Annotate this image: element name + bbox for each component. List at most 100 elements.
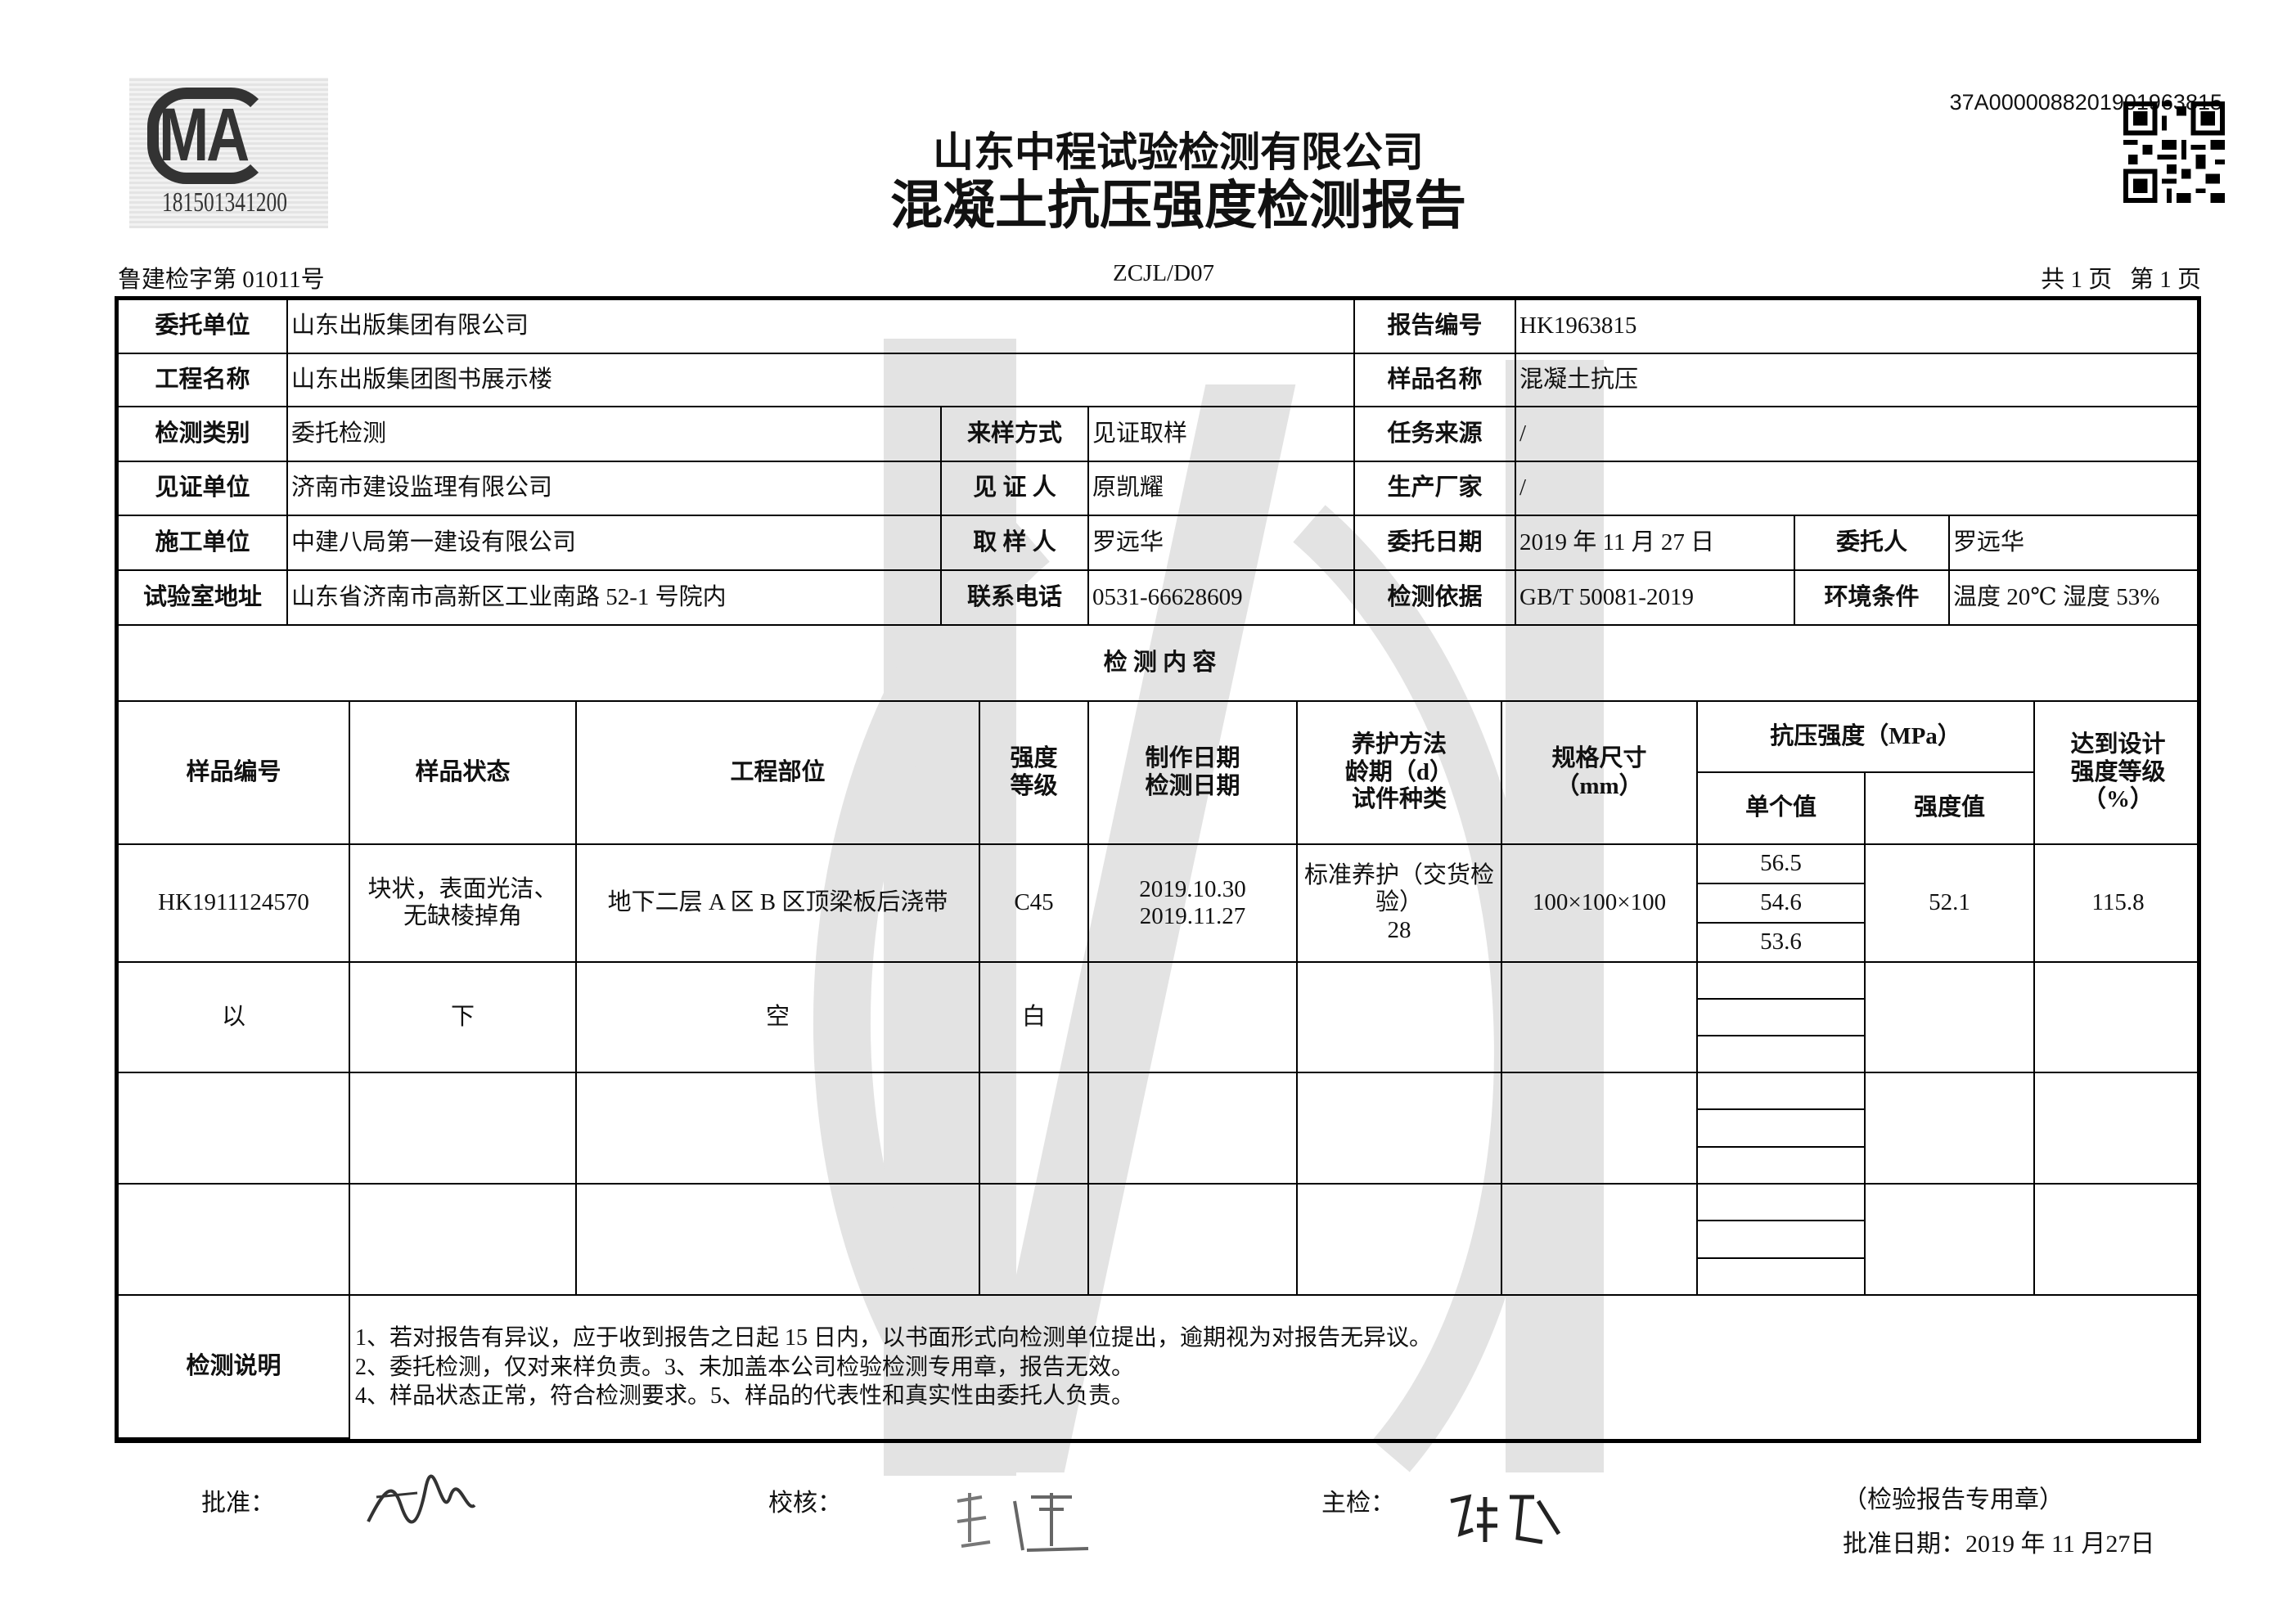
sample-name-value: 混凝土抗压 bbox=[1516, 354, 2201, 407]
empty-cell bbox=[1866, 1185, 2035, 1296]
form-code: ZCJL/D07 bbox=[1113, 260, 1215, 286]
sample-dates: 2019.10.30 2019.11.27 bbox=[1089, 845, 1298, 963]
column-header-dates: 制作日期 检测日期 bbox=[1089, 702, 1298, 845]
report-title: 混凝土抗压强度检测报告 bbox=[890, 176, 1466, 236]
entruster-value: 罗远华 bbox=[1950, 516, 2201, 571]
client-value: 山东出版集团有限公司 bbox=[288, 300, 1355, 354]
empty-cell bbox=[1866, 1073, 2035, 1185]
column-header-percent: 达到设计 强度等级 （%） bbox=[2035, 702, 2201, 845]
empty-single-cell bbox=[1698, 1258, 1866, 1296]
project-label: 工程名称 bbox=[119, 354, 288, 407]
report-no-value: HK1963815 bbox=[1516, 300, 2201, 354]
lab-address-value: 山东省济南市高新区工业南路 52-1 号院内 bbox=[288, 571, 942, 626]
entrust-date-value: 2019 年 11 月 27 日 bbox=[1516, 516, 1795, 571]
sample-curing: 标准养护（交货检 验） 28 bbox=[1298, 845, 1502, 963]
column-header-sample-state: 样品状态 bbox=[350, 702, 577, 845]
chief-label: 主检： bbox=[1321, 1490, 1395, 1517]
empty-cell bbox=[980, 1185, 1089, 1296]
sampler-label: 取 样 人 bbox=[942, 516, 1089, 571]
empty-cell bbox=[119, 1185, 350, 1296]
empty-cell bbox=[1298, 963, 1502, 1073]
sample-sample-state: 块状，表面光洁、 无缺棱掉角 bbox=[350, 845, 577, 963]
reviewer-signature bbox=[957, 1493, 1089, 1552]
column-header-grade: 强度 等级 bbox=[980, 702, 1089, 845]
column-header-strength-value: 强度值 bbox=[1866, 773, 2035, 845]
manufacturer-label: 生产厂家 bbox=[1355, 462, 1516, 516]
manufacturer-value: / bbox=[1516, 462, 2201, 516]
blank-marker: 白 bbox=[980, 963, 1089, 1073]
task-source-value: / bbox=[1516, 407, 2201, 462]
basis-label: 检测依据 bbox=[1355, 571, 1516, 626]
empty-cell bbox=[577, 1073, 980, 1185]
witness-unit-label: 见证单位 bbox=[119, 462, 288, 516]
env-value: 温度 20℃ 湿度 53% bbox=[1950, 571, 2201, 626]
column-header-location: 工程部位 bbox=[577, 702, 980, 845]
column-header-sample-no: 样品编号 bbox=[119, 702, 350, 845]
empty-single-cell bbox=[1698, 1147, 1866, 1185]
empty-cell bbox=[1298, 1073, 1502, 1185]
task-source-label: 任务来源 bbox=[1355, 407, 1516, 462]
sample-size: 100×100×100 bbox=[1502, 845, 1698, 963]
empty-cell bbox=[1866, 963, 2035, 1073]
client-label: 委托单位 bbox=[119, 300, 288, 354]
empty-single-cell bbox=[1698, 1221, 1866, 1259]
test-type-value: 委托检测 bbox=[288, 407, 942, 462]
review-label: 校核： bbox=[768, 1490, 842, 1517]
empty-cell bbox=[1089, 1185, 1298, 1296]
empty-cell bbox=[1502, 1073, 1698, 1185]
lab-address-label: 试验室地址 bbox=[119, 571, 288, 626]
blank-marker: 空 bbox=[577, 963, 980, 1073]
empty-cell bbox=[1502, 963, 1698, 1073]
sample-percent: 115.8 bbox=[2035, 845, 2201, 963]
sample-location: 地下二层 A 区 B 区顶梁板后浇带 bbox=[577, 845, 980, 963]
approve-date: 批准日期：2019 年 11 月27日 bbox=[1843, 1531, 2155, 1558]
empty-cell bbox=[2035, 1185, 2201, 1296]
sampling-method-label: 来样方式 bbox=[942, 407, 1089, 462]
empty-single-cell bbox=[1698, 1000, 1866, 1036]
logo-number: 181501341200 bbox=[162, 187, 287, 218]
sample-single-value: 54.6 bbox=[1698, 884, 1866, 924]
notes-label: 检测说明 bbox=[119, 1296, 350, 1439]
empty-single-cell bbox=[1698, 1036, 1866, 1073]
phone-label: 联系电话 bbox=[942, 571, 1089, 626]
content-title: 检 测 内 容 bbox=[119, 626, 2201, 702]
document-number: 鲁建检字第 01011号 bbox=[118, 267, 325, 293]
basis-value: GB/T 50081-2019 bbox=[1516, 571, 1795, 626]
approver-signature bbox=[367, 1474, 476, 1524]
company-name: 山东中程试验检测有限公司 bbox=[933, 128, 1424, 176]
env-label: 环境条件 bbox=[1795, 571, 1950, 626]
sample-strength-value: 52.1 bbox=[1866, 845, 2035, 963]
empty-cell bbox=[1089, 963, 1298, 1073]
sampler-value: 罗远华 bbox=[1089, 516, 1355, 571]
chief-signature bbox=[1450, 1494, 1561, 1544]
empty-cell bbox=[2035, 1073, 2201, 1185]
phone-value: 0531-66628609 bbox=[1089, 571, 1355, 626]
witness-label: 见 证 人 bbox=[942, 462, 1089, 516]
empty-cell bbox=[1502, 1185, 1698, 1296]
sample-grade: C45 bbox=[980, 845, 1089, 963]
column-header-size: 规格尺寸 （mm） bbox=[1502, 702, 1698, 845]
notes-text: 1、若对报告有异议，应于收到报告之日起 15 日内，以书面形式向检测单位提出，逾… bbox=[350, 1296, 2201, 1439]
note-line: 4、样品状态正常，符合检测要求。5、样品的代表性和真实性由委托人负责。 bbox=[355, 1383, 1135, 1409]
report-table: 委托单位 山东出版集团有限公司 报告编号 HK1963815 工程名称 山东出版集团图书展… bbox=[115, 296, 2201, 1443]
page-info: 共 1 页 第 1 页 bbox=[2041, 267, 2201, 293]
sampling-method-value: 见证取样 bbox=[1089, 407, 1355, 462]
witness-value: 原凯耀 bbox=[1089, 462, 1355, 516]
note-line: 1、若对报告有异议，应于收到报告之日起 15 日内，以书面形式向检测单位提出，逾… bbox=[355, 1324, 1433, 1351]
empty-cell bbox=[119, 1073, 350, 1185]
empty-single-cell bbox=[1698, 1185, 1866, 1222]
empty-cell bbox=[980, 1073, 1089, 1185]
test-type-label: 检测类别 bbox=[119, 407, 288, 462]
empty-single-cell bbox=[1698, 963, 1866, 1000]
empty-cell bbox=[1089, 1073, 1298, 1185]
entrust-date-label: 委托日期 bbox=[1355, 516, 1516, 571]
note-line: 2、委托检测，仅对来样负责。3、未加盖本公司检验检测专用章，报告无效。 bbox=[355, 1354, 1135, 1380]
sample-single-value: 56.5 bbox=[1698, 845, 1866, 884]
witness-unit-value: 济南市建设监理有限公司 bbox=[288, 462, 942, 516]
column-header-strength: 抗压强度（MPa） bbox=[1698, 702, 2035, 773]
empty-cell bbox=[1298, 1185, 1502, 1296]
sample-sample-no: HK1911124570 bbox=[119, 845, 350, 963]
column-header-single: 单个值 bbox=[1698, 773, 1866, 845]
contractor-label: 施工单位 bbox=[119, 516, 288, 571]
